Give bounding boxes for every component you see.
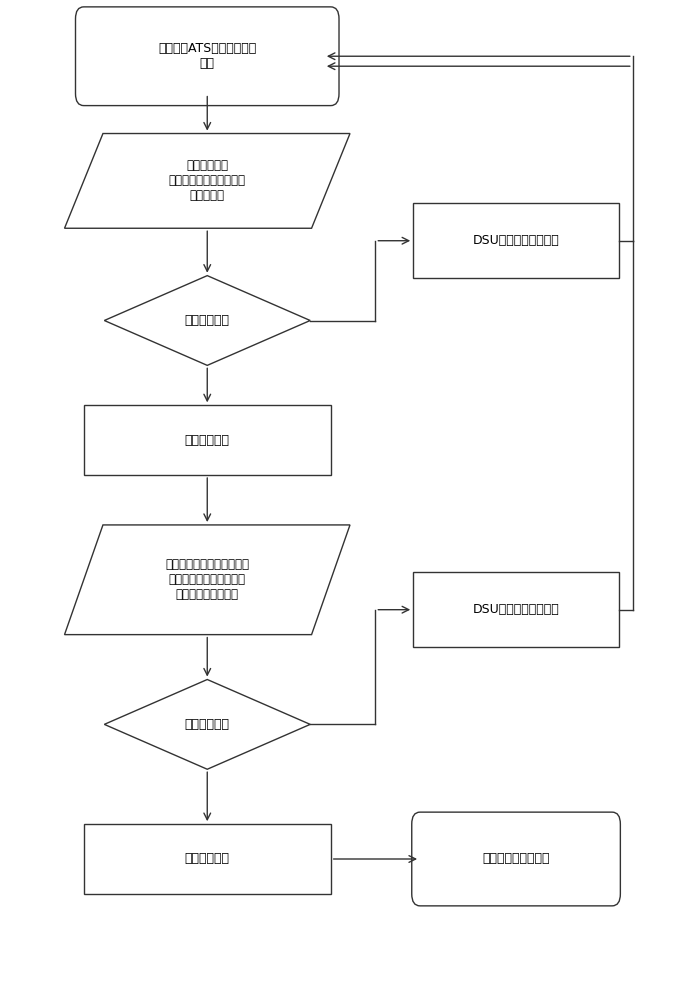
Bar [413, 203, 619, 278]
Bar [84, 405, 331, 475]
Bar [413, 572, 619, 647]
Text: DSU判定二次确认失败: DSU判定二次确认失败 [473, 603, 559, 616]
Text: 点击确认发送: 点击确认发送 [185, 852, 229, 865]
Text: 发送并执行限速命令: 发送并执行限速命令 [482, 852, 550, 865]
Text: 点击确认发送: 点击确认发送 [185, 434, 229, 447]
Text: 进行首次确认: 进行首次确认 [185, 314, 229, 327]
Text: DSU判定首次确认失败: DSU判定首次确认失败 [473, 234, 559, 247]
Text: 用户选择ATS下达临时限速
功能: 用户选择ATS下达临时限速 功能 [158, 42, 256, 70]
Text: 进行二次确认: 进行二次确认 [185, 718, 229, 731]
Polygon shape [104, 680, 310, 769]
FancyBboxPatch shape [76, 7, 339, 106]
Polygon shape [65, 134, 350, 228]
Text: 选择限速数值
填入限速公里标或选择对
应限速区段: 选择限速数值 填入限速公里标或选择对 应限速区段 [169, 159, 246, 202]
Polygon shape [65, 525, 350, 635]
Polygon shape [104, 276, 310, 365]
FancyBboxPatch shape [412, 812, 620, 906]
Text: 根据首次参数填入二次确认
相关参数（限速值、公里
标），进行二次确认: 根据首次参数填入二次确认 相关参数（限速值、公里 标），进行二次确认 [165, 558, 249, 601]
Bar [84, 824, 331, 894]
